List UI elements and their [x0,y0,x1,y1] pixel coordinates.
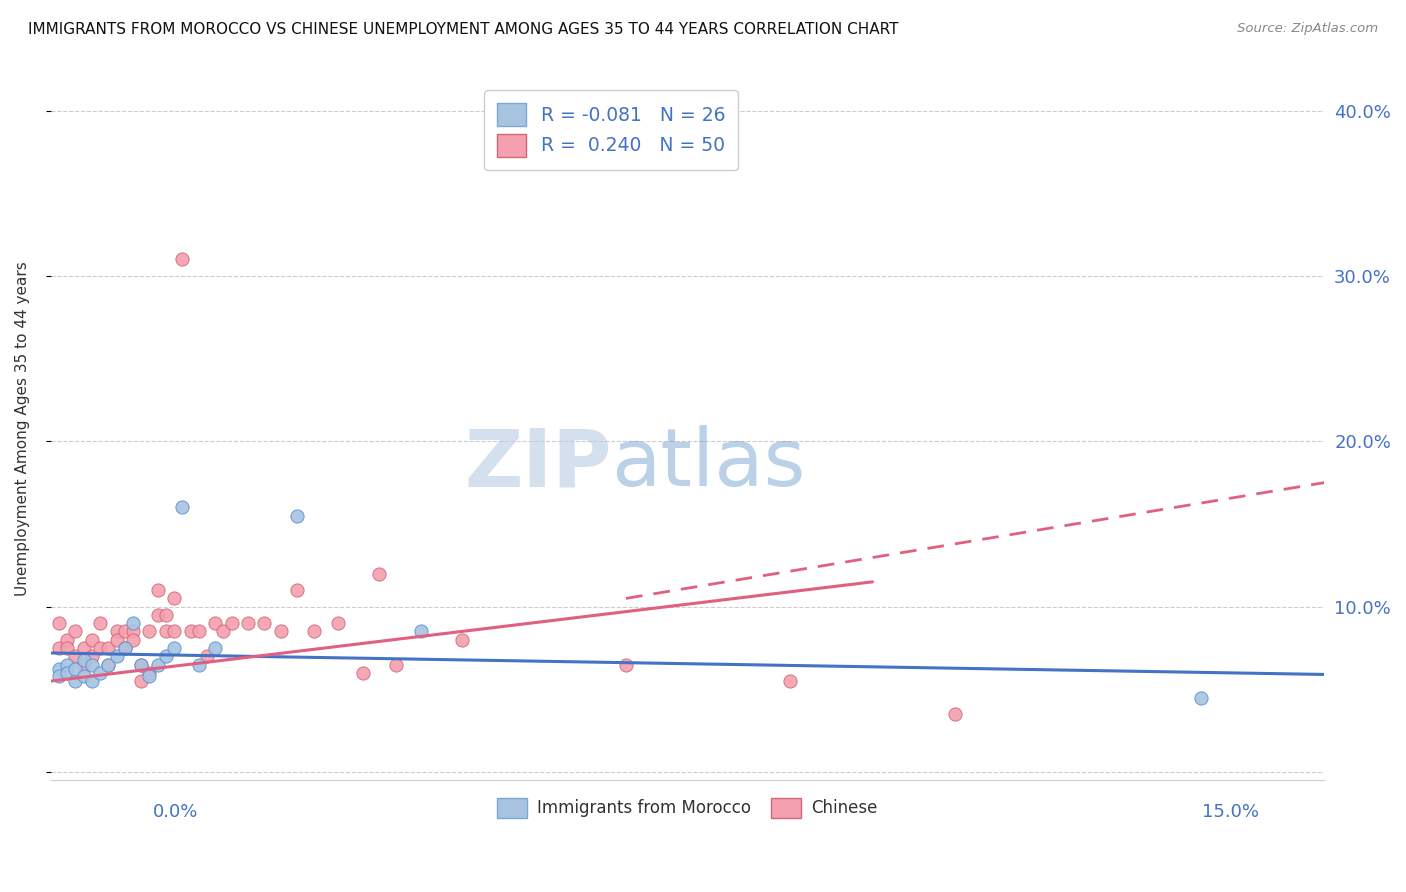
Point [80,649,103,664]
Point [328,616,350,631]
Point [56,665,79,680]
Point [614,657,637,672]
Point [48,640,70,655]
Point [89,640,111,655]
Point [97,640,120,655]
Point [56,640,79,655]
Point [221,616,243,631]
Point [385,657,408,672]
Point [253,616,276,631]
Point [97,657,120,672]
Point [138,624,160,639]
Text: ZIP: ZIP [464,425,612,503]
Point [56,632,79,647]
Point [155,649,177,664]
Point [65,674,87,689]
Legend: Immigrants from Morocco, Chinese: Immigrants from Morocco, Chinese [491,791,884,825]
Point [450,632,472,647]
Point [80,657,103,672]
Point [122,624,145,639]
Point [114,624,136,639]
Point [187,624,209,639]
Point [89,616,111,631]
Point [172,252,194,267]
Point [73,652,96,666]
Point [129,657,152,672]
Point [163,624,186,639]
Point [172,500,194,515]
Point [114,640,136,655]
Point [80,674,103,689]
Point [146,607,169,622]
Point [138,665,160,680]
Point [212,624,235,639]
Point [48,669,70,683]
Point [779,674,801,689]
Point [48,616,70,631]
Point [1189,690,1212,705]
Point [73,640,96,655]
Point [352,665,374,680]
Point [302,624,325,639]
Text: 15.0%: 15.0% [1202,803,1258,821]
Point [146,583,169,598]
Point [73,669,96,683]
Text: atlas: atlas [612,425,806,503]
Point [155,607,177,622]
Point [129,657,152,672]
Text: IMMIGRANTS FROM MOROCCO VS CHINESE UNEMPLOYMENT AMONG AGES 35 TO 44 YEARS CORREL: IMMIGRANTS FROM MOROCCO VS CHINESE UNEMP… [28,22,898,37]
Point [943,707,966,722]
Point [114,640,136,655]
Point [155,624,177,639]
Text: 0.0%: 0.0% [153,803,198,821]
Point [368,566,391,581]
Text: Source: ZipAtlas.com: Source: ZipAtlas.com [1237,22,1378,36]
Point [105,624,128,639]
Point [105,632,128,647]
Point [236,616,259,631]
Point [285,583,308,598]
Point [409,624,432,639]
Point [285,508,308,523]
Point [65,624,87,639]
Point [97,657,120,672]
Point [129,674,152,689]
Point [270,624,292,639]
Point [105,649,128,664]
Point [180,624,202,639]
Point [204,640,226,655]
Point [195,649,218,664]
Point [163,640,186,655]
Point [204,616,226,631]
Point [163,591,186,606]
Point [138,669,160,683]
Point [187,657,209,672]
Point [122,616,145,631]
Point [122,632,145,647]
Point [89,665,111,680]
Point [146,657,169,672]
Point [80,632,103,647]
Point [65,649,87,664]
Point [48,663,70,677]
Point [56,657,79,672]
Y-axis label: Unemployment Among Ages 35 to 44 years: Unemployment Among Ages 35 to 44 years [15,261,30,596]
Point [73,657,96,672]
Point [65,663,87,677]
